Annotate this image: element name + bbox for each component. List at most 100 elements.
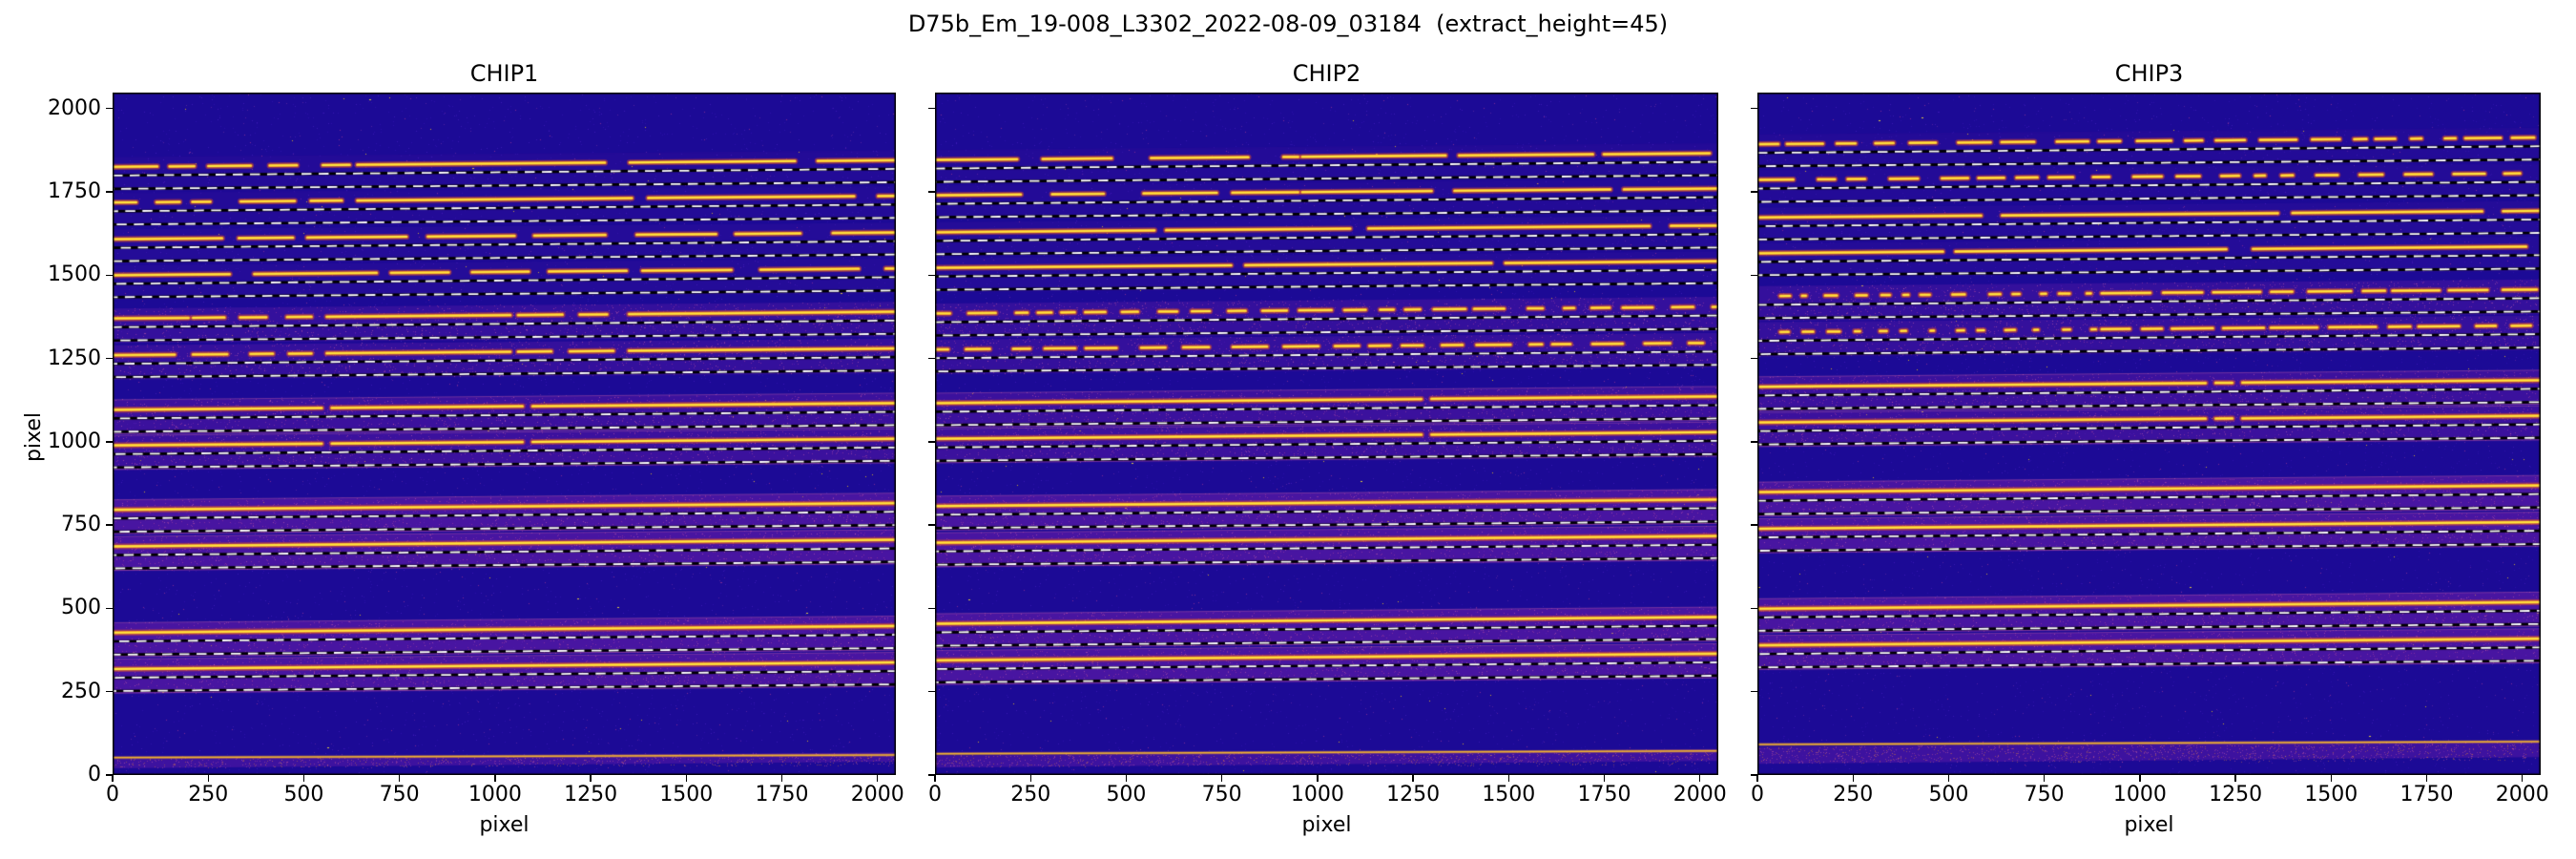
y-tick-label: 1250 (48, 346, 101, 370)
x-tick-label: 250 (188, 783, 229, 807)
y-tick-mark (106, 274, 113, 276)
x-tick-label: 500 (1928, 783, 1969, 807)
y-tick-label: 1750 (48, 179, 101, 204)
y-tick-mark (106, 607, 113, 610)
y-tick-label: 250 (61, 679, 101, 703)
x-tick-label: 250 (1833, 783, 1874, 807)
x-tick-label: 1500 (659, 783, 714, 807)
x-tick-mark (207, 775, 209, 782)
y-tick-mark (928, 274, 935, 276)
y-tick-mark (106, 774, 113, 776)
y-tick-label: 1000 (48, 429, 101, 453)
y-tick-mark (928, 441, 935, 443)
x-tick-label: 1250 (564, 783, 618, 807)
x-tick-label: 750 (2024, 783, 2065, 807)
x-tick-label: 2000 (2495, 783, 2549, 807)
x-tick-label: 1750 (2399, 783, 2454, 807)
x-tick-mark (1852, 775, 1854, 782)
x-tick-mark (1412, 775, 1414, 782)
x-tick-label: 750 (379, 783, 420, 807)
x-tick-mark (1756, 775, 1758, 782)
y-tick-mark (1751, 524, 1757, 526)
chip2-image (935, 93, 1718, 775)
y-tick-mark (928, 774, 935, 776)
y-tick-mark (1751, 441, 1757, 443)
chip3-image (1757, 93, 2541, 775)
y-tick-mark (106, 108, 113, 110)
y-tick-mark (1751, 357, 1757, 360)
y-tick-label: 0 (88, 763, 101, 786)
x-tick-mark (2330, 775, 2332, 782)
x-tick-mark (398, 775, 401, 782)
y-tick-mark (1751, 774, 1757, 776)
x-tick-mark (685, 775, 687, 782)
chip2-title: CHIP2 (1292, 60, 1361, 87)
y-tick-mark (928, 191, 935, 193)
chip2-x-axis-label: pixel (1301, 813, 1352, 837)
x-tick-label: 1500 (2304, 783, 2358, 807)
x-tick-mark (302, 775, 305, 782)
x-tick-label: 750 (1201, 783, 1242, 807)
x-tick-mark (590, 775, 592, 782)
x-tick-label: 0 (106, 783, 119, 807)
y-tick-mark (1751, 108, 1757, 110)
y-tick-mark (106, 357, 113, 360)
figure-title: D75b_Em_19-008_L3302_2022-08-09_03184 (e… (907, 10, 1669, 37)
y-tick-mark (928, 524, 935, 526)
y-tick-mark (928, 607, 935, 610)
x-tick-label: 2000 (850, 783, 904, 807)
x-tick-label: 500 (1106, 783, 1147, 807)
x-tick-mark (1317, 775, 1319, 782)
y-tick-label: 750 (61, 513, 101, 537)
chip3-x-axis-label: pixel (2124, 813, 2174, 837)
chip1-image (113, 93, 896, 775)
x-tick-label: 1250 (2209, 783, 2263, 807)
chip3-title: CHIP3 (2114, 60, 2184, 87)
y-tick-label: 1500 (48, 262, 101, 287)
x-tick-label: 1750 (1577, 783, 1631, 807)
y-tick-mark (1751, 691, 1757, 693)
x-tick-label: 250 (1010, 783, 1051, 807)
x-tick-mark (1603, 775, 1606, 782)
y-tick-mark (106, 441, 113, 443)
x-tick-label: 1000 (2112, 783, 2167, 807)
x-tick-mark (2425, 775, 2428, 782)
y-tick-mark (106, 524, 113, 526)
x-tick-label: 500 (283, 783, 324, 807)
x-tick-mark (877, 775, 879, 782)
y-tick-mark (928, 357, 935, 360)
chip1-x-axis-label: pixel (479, 813, 530, 837)
x-tick-mark (2043, 775, 2046, 782)
x-tick-mark (1125, 775, 1128, 782)
y-tick-mark (106, 191, 113, 193)
x-tick-label: 1000 (467, 783, 522, 807)
x-tick-mark (1947, 775, 1950, 782)
y-tick-mark (928, 691, 935, 693)
x-tick-mark (780, 775, 783, 782)
x-tick-mark (2139, 775, 2141, 782)
x-tick-label: 1750 (755, 783, 809, 807)
x-tick-label: 1250 (1386, 783, 1441, 807)
x-tick-label: 1500 (1482, 783, 1536, 807)
x-tick-label: 0 (1751, 783, 1764, 807)
x-tick-mark (934, 775, 936, 782)
x-tick-mark (1220, 775, 1223, 782)
chip1-title: CHIP1 (469, 60, 539, 87)
x-tick-mark (1507, 775, 1509, 782)
x-tick-mark (2522, 775, 2524, 782)
x-tick-mark (1699, 775, 1701, 782)
x-tick-mark (112, 775, 114, 782)
y-tick-mark (928, 108, 935, 110)
x-tick-mark (2234, 775, 2236, 782)
y-tick-mark (1751, 274, 1757, 276)
x-tick-mark (494, 775, 496, 782)
x-tick-label: 2000 (1672, 783, 1727, 807)
y-tick-label: 500 (61, 596, 101, 620)
y-tick-mark (1751, 191, 1757, 193)
y-tick-mark (1751, 607, 1757, 610)
y-tick-mark (106, 691, 113, 693)
x-tick-mark (1029, 775, 1031, 782)
x-tick-label: 0 (928, 783, 942, 807)
y-tick-label: 2000 (48, 95, 101, 120)
